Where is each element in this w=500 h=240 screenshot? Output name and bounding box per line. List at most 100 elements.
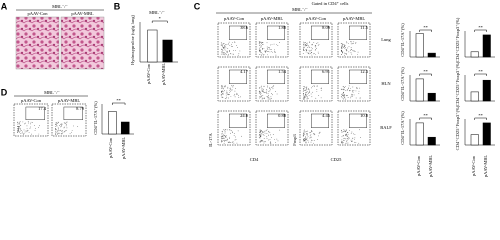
event-dot [272,86,274,87]
event-dot [318,95,320,96]
event-dot [222,44,224,46]
event-dot [303,95,305,97]
event-dot [302,134,304,135]
event-dot [222,135,224,137]
event-dot [304,94,306,96]
event-dot [343,88,345,90]
event-dot [351,41,353,43]
event-dot [268,51,269,52]
event-dot [347,142,349,144]
event-dot [351,131,353,133]
event-dot [222,87,224,89]
event-dot [352,91,354,93]
event-dot [56,124,57,126]
event-dot [271,98,272,99]
tissue-label: BALF [380,125,392,130]
event-dot [313,142,314,144]
event-dot [18,131,20,132]
event-dot [259,50,260,52]
event-dot [226,92,228,94]
event-dot [307,88,309,89]
event-dot [232,86,234,88]
event-dot [263,97,265,99]
event-dot [344,47,346,49]
event-dot [352,96,353,97]
event-dot [263,132,265,133]
event-dot [224,49,226,51]
event-dot [344,45,346,47]
event-dot [351,53,353,55]
event-dot [351,141,353,142]
event-dot [261,54,263,56]
event-dot [235,88,236,89]
event-dot [345,53,347,55]
event-dot [221,88,222,89]
event-dot [266,129,268,131]
event-dot [357,87,358,89]
event-dot [343,131,345,132]
event-dot [222,137,224,139]
event-dot [57,133,59,135]
event-dot [234,139,236,141]
event-dot [304,140,305,141]
panel-label: C [194,1,201,11]
event-dot [342,52,343,53]
gate [63,106,83,121]
event-dot [305,43,307,44]
event-dot [305,137,306,138]
axis-label: CD4⁺IL-17A⁺(%) [400,111,405,145]
event-dot [263,91,264,92]
event-dot [223,54,225,55]
event-dot [258,49,260,51]
event-dot [237,93,238,95]
event-dot [303,132,305,134]
axis-label: CD25 [331,157,343,162]
event-dot [221,132,223,134]
event-dot [314,52,315,54]
event-dot [262,97,263,99]
event-dot [17,126,18,127]
event-dot [275,142,276,143]
event-dot [27,121,29,122]
event-dot [345,131,347,133]
event-dot [354,139,355,140]
gate [311,69,330,84]
event-dot [17,128,18,130]
event-dot [223,85,225,87]
event-dot [263,48,265,49]
event-dot [267,139,269,141]
event-dot [270,134,272,136]
event-dot [309,135,311,137]
event-dot [221,46,223,48]
event-dot [358,142,360,144]
event-dot [230,53,232,55]
event-dot [274,49,275,51]
event-dot [223,52,224,54]
event-dot [55,126,56,127]
event-dot [270,87,272,89]
event-dot [262,140,264,142]
gate-percent: 4.45 [322,113,331,118]
event-dot [348,138,349,140]
event-dot [228,97,229,99]
axis-label: Hydroxyproline (ug/g lung) [130,15,135,65]
event-dot [260,96,261,98]
event-dot [258,91,260,92]
event-dot [306,45,307,46]
event-dot [354,141,355,143]
event-dot [346,135,347,137]
event-dot [22,121,24,123]
event-dot [55,122,57,123]
event-dot [305,130,307,132]
event-dot [225,43,227,45]
event-dot [259,54,261,55]
event-dot [303,45,305,47]
event-dot [314,49,316,51]
event-dot [341,46,343,47]
event-dot [302,93,304,95]
event-dot [237,47,238,48]
event-dot [258,43,260,44]
flow-plot [217,66,251,102]
event-dot [66,123,67,125]
event-dot [269,87,270,89]
